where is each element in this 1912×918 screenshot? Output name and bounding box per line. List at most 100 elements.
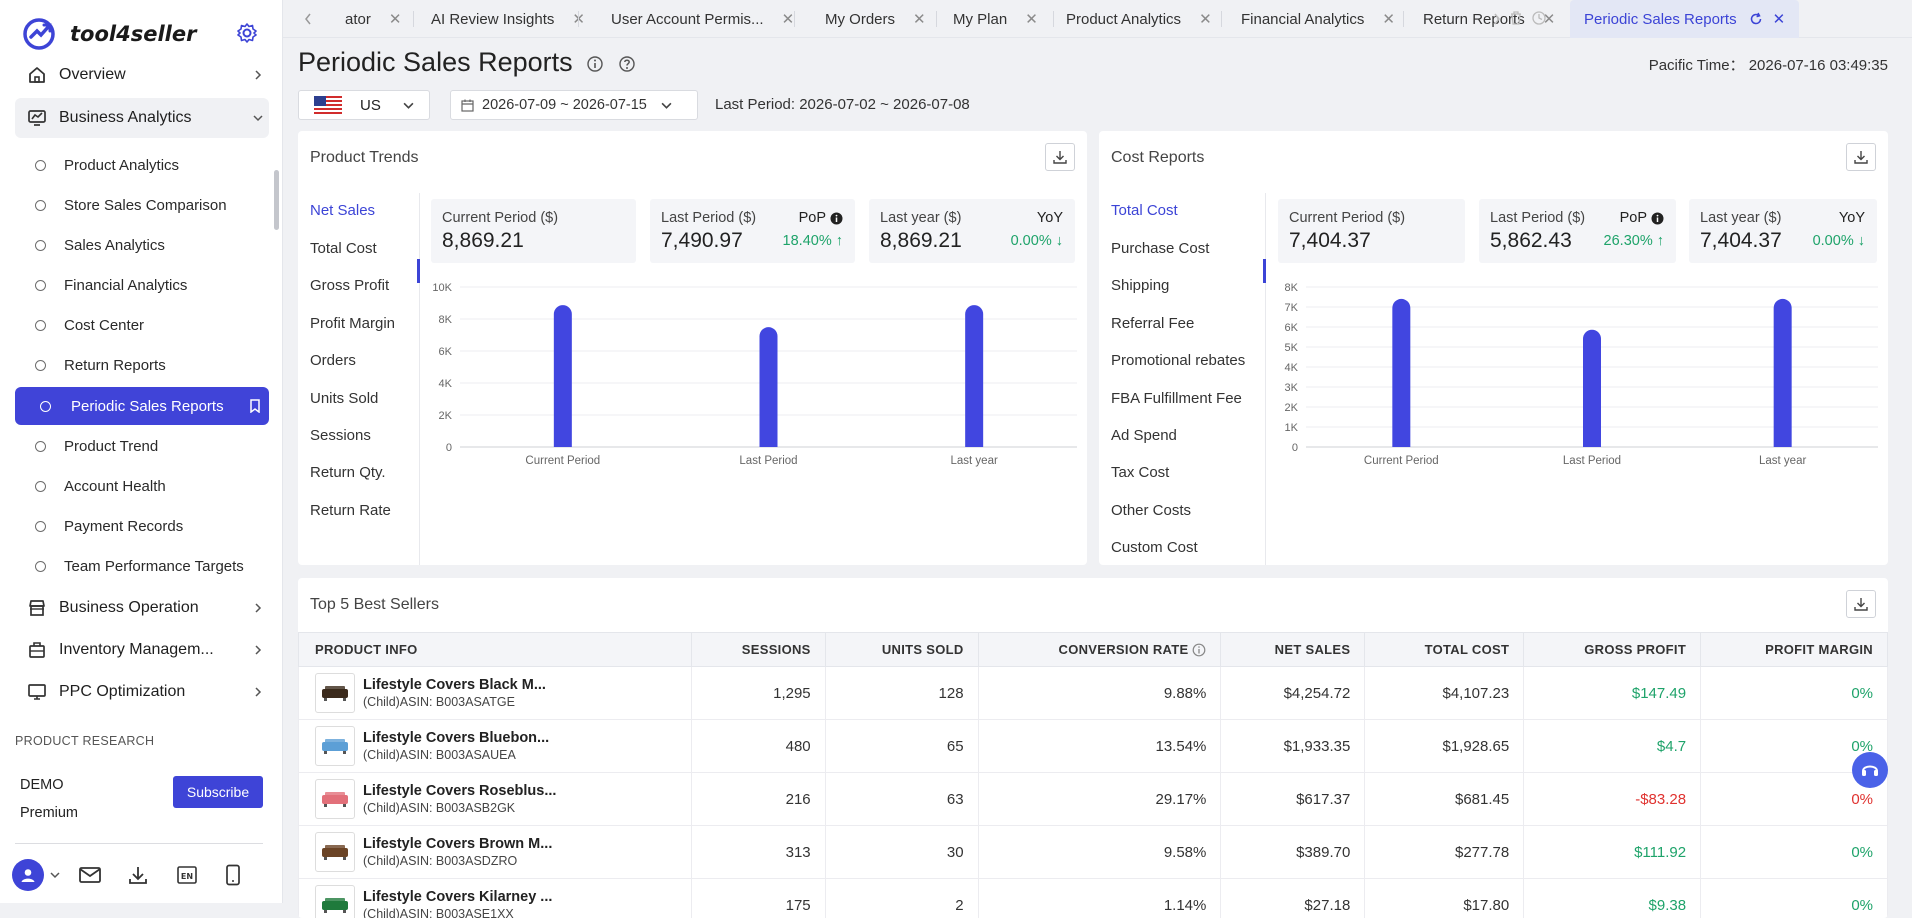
product-name[interactable]: Lifestyle Covers Brown M...	[363, 836, 552, 852]
product-thumbnail[interactable]	[315, 673, 355, 713]
sidebar-scrollbar[interactable]	[274, 170, 279, 230]
table-row[interactable]: Lifestyle Covers Bluebon...(Child)ASIN: …	[299, 720, 1888, 773]
nav-overview[interactable]: Overview	[15, 55, 269, 95]
country-select[interactable]: US	[298, 90, 430, 120]
sidebar-item-financial-analytics[interactable]: Financial Analytics	[15, 266, 269, 304]
metric-purchase-cost[interactable]: Purchase Cost	[1111, 240, 1209, 257]
product-name[interactable]: Lifestyle Covers Bluebon...	[363, 730, 549, 746]
bar[interactable]	[1583, 330, 1601, 447]
bar[interactable]	[760, 327, 778, 447]
metric-ad-spend[interactable]: Ad Spend	[1111, 427, 1177, 444]
column-header[interactable]: UNITS SOLD	[825, 633, 978, 667]
metric-return-rate[interactable]: Return Rate	[310, 502, 391, 519]
clock-icon[interactable]	[1531, 10, 1547, 26]
support-chat-button[interactable]	[1852, 752, 1888, 788]
logo-icon[interactable]	[22, 17, 56, 51]
column-header[interactable]: NET SALES	[1221, 633, 1365, 667]
sidebar-item-cost-center[interactable]: Cost Center	[15, 306, 269, 344]
column-header[interactable]: SESSIONS	[691, 633, 825, 667]
metric-promotional-rebates[interactable]: Promotional rebates	[1111, 352, 1245, 369]
metric-other-costs[interactable]: Other Costs	[1111, 502, 1191, 519]
metric-shipping[interactable]: Shipping	[1111, 277, 1169, 294]
tab-ator[interactable]: ator✕	[345, 0, 401, 38]
sidebar-item-sales-analytics[interactable]: Sales Analytics	[15, 226, 269, 264]
close-icon[interactable]: ✕	[389, 10, 402, 28]
help-icon[interactable]	[618, 55, 636, 73]
table-row[interactable]: Lifestyle Covers Kilarney ...(Child)ASIN…	[299, 879, 1888, 918]
sidebar-item-account-health[interactable]: Account Health	[15, 467, 269, 505]
close-icon[interactable]: ✕	[1025, 10, 1038, 28]
download-button[interactable]	[1045, 143, 1075, 171]
bar[interactable]	[554, 305, 572, 447]
tab-ai-review-insights[interactable]: AI Review Insights✕	[431, 0, 585, 38]
column-header[interactable]: PROFIT MARGIN	[1701, 633, 1888, 667]
sidebar-item-periodic-sales-reports[interactable]: Periodic Sales Reports	[15, 387, 269, 425]
tab-scroll-right-icon[interactable]	[1492, 12, 1502, 26]
language-icon[interactable]: EN	[176, 864, 198, 886]
metric-referral-fee[interactable]: Referral Fee	[1111, 315, 1194, 332]
column-header-conversion[interactable]: CONVERSION RATE	[978, 633, 1221, 667]
gear-icon[interactable]	[236, 22, 258, 44]
date-range-picker[interactable]: 2026-07-09 ~ 2026-07-15	[450, 90, 698, 120]
metric-orders[interactable]: Orders	[310, 352, 356, 369]
product-thumbnail[interactable]	[315, 779, 355, 819]
close-icon[interactable]: ✕	[1382, 10, 1395, 28]
sidebar-item-return-reports[interactable]: Return Reports	[15, 346, 269, 384]
product-thumbnail[interactable]	[315, 885, 355, 918]
metric-net-sales[interactable]: Net Sales	[310, 202, 375, 219]
refresh-icon[interactable]	[1749, 12, 1763, 26]
column-header[interactable]: TOTAL COST	[1365, 633, 1524, 667]
metric-fba-fulfillment-fee[interactable]: FBA Fulfillment Fee	[1111, 390, 1242, 407]
nav-ppc-optimization[interactable]: PPC Optimization	[15, 672, 269, 712]
trash-icon[interactable]	[1509, 10, 1523, 26]
close-icon[interactable]: ✕	[913, 10, 926, 28]
close-icon[interactable]: ✕	[1199, 10, 1212, 28]
metric-profit-margin[interactable]: Profit Margin	[310, 315, 395, 332]
info-filled-icon[interactable]	[830, 212, 843, 225]
bar[interactable]	[1774, 299, 1792, 447]
column-header[interactable]: GROSS PROFIT	[1524, 633, 1701, 667]
nav-business-analytics[interactable]: Business Analytics	[15, 98, 269, 138]
table-row[interactable]: Lifestyle Covers Roseblus...(Child)ASIN:…	[299, 773, 1888, 826]
nav-inventory-management[interactable]: Inventory Managem...	[15, 630, 269, 670]
sidebar-item-payment-records[interactable]: Payment Records	[15, 507, 269, 545]
column-header[interactable]: PRODUCT INFO	[299, 633, 692, 667]
bookmark-icon[interactable]	[249, 399, 261, 413]
metric-sessions[interactable]: Sessions	[310, 427, 371, 444]
bar[interactable]	[965, 305, 983, 447]
tab-my-plan[interactable]: My Plan✕	[953, 0, 1038, 38]
download-button[interactable]	[1846, 143, 1876, 171]
mail-icon[interactable]	[78, 865, 102, 885]
bar[interactable]	[1392, 299, 1410, 447]
info-filled-icon[interactable]	[1651, 212, 1664, 225]
metric-units-sold[interactable]: Units Sold	[310, 390, 378, 407]
close-icon[interactable]: ✕	[782, 10, 795, 28]
tab-scroll-left-icon[interactable]	[303, 12, 313, 26]
sidebar-item-store-sales-comparison[interactable]: Store Sales Comparison	[15, 186, 269, 224]
metric-total-cost[interactable]: Total Cost	[1111, 202, 1178, 219]
mobile-icon[interactable]	[225, 864, 241, 886]
info-icon[interactable]	[1192, 643, 1206, 657]
subscribe-button[interactable]: Subscribe	[173, 776, 263, 808]
info-icon[interactable]	[586, 55, 604, 73]
product-thumbnail[interactable]	[315, 726, 355, 766]
product-name[interactable]: Lifestyle Covers Roseblus...	[363, 783, 556, 799]
metric-custom-cost[interactable]: Custom Cost	[1111, 539, 1198, 556]
table-row[interactable]: Lifestyle Covers Black M...(Child)ASIN: …	[299, 667, 1888, 720]
nav-business-operation[interactable]: Business Operation	[15, 588, 269, 628]
table-row[interactable]: Lifestyle Covers Brown M...(Child)ASIN: …	[299, 826, 1888, 879]
tab-periodic-sales-reports[interactable]: Periodic Sales Reports ✕	[1570, 0, 1799, 38]
chevron-down-icon[interactable]	[50, 870, 60, 880]
download-icon[interactable]	[127, 864, 149, 886]
tab-my-orders[interactable]: My Orders✕	[825, 0, 926, 38]
sidebar-item-product-analytics[interactable]: Product Analytics	[15, 146, 269, 184]
product-thumbnail[interactable]	[315, 832, 355, 872]
sidebar-item-product-trend[interactable]: Product Trend	[15, 427, 269, 465]
metric-return-qty[interactable]: Return Qty.	[310, 464, 386, 481]
tab-user-account-permissions[interactable]: User Account Permis...✕	[611, 0, 794, 38]
tab-product-analytics[interactable]: Product Analytics✕	[1066, 0, 1212, 38]
avatar[interactable]	[12, 859, 44, 891]
download-button[interactable]	[1846, 590, 1876, 618]
metric-gross-profit[interactable]: Gross Profit	[310, 277, 389, 294]
product-name[interactable]: Lifestyle Covers Black M...	[363, 677, 546, 693]
